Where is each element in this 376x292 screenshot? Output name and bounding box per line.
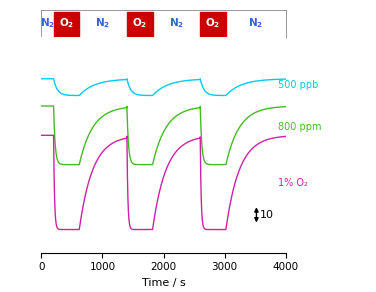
Bar (53, 12, 79, 36)
Bar (200, 12, 226, 36)
Text: $\mathbf{N_2}$: $\mathbf{N_2}$ (40, 16, 55, 30)
Bar (127, 12, 153, 36)
Text: 500 ppb: 500 ppb (278, 80, 319, 90)
Text: $\mathbf{O_2}$: $\mathbf{O_2}$ (59, 16, 74, 30)
Text: $\mathbf{O_2}$: $\mathbf{O_2}$ (132, 16, 147, 30)
X-axis label: Time / s: Time / s (142, 278, 185, 288)
Text: $\mathbf{N_2}$: $\mathbf{N_2}$ (169, 16, 184, 30)
Text: $\mathbf{O_2}$: $\mathbf{O_2}$ (205, 16, 221, 30)
Text: $\mathbf{N_2}$: $\mathbf{N_2}$ (96, 16, 111, 30)
Text: $\mathbf{N_2}$: $\mathbf{N_2}$ (248, 16, 264, 30)
Text: 10: 10 (260, 210, 274, 220)
Text: 1% O₂: 1% O₂ (278, 178, 308, 188)
Text: 800 ppm: 800 ppm (278, 122, 322, 132)
